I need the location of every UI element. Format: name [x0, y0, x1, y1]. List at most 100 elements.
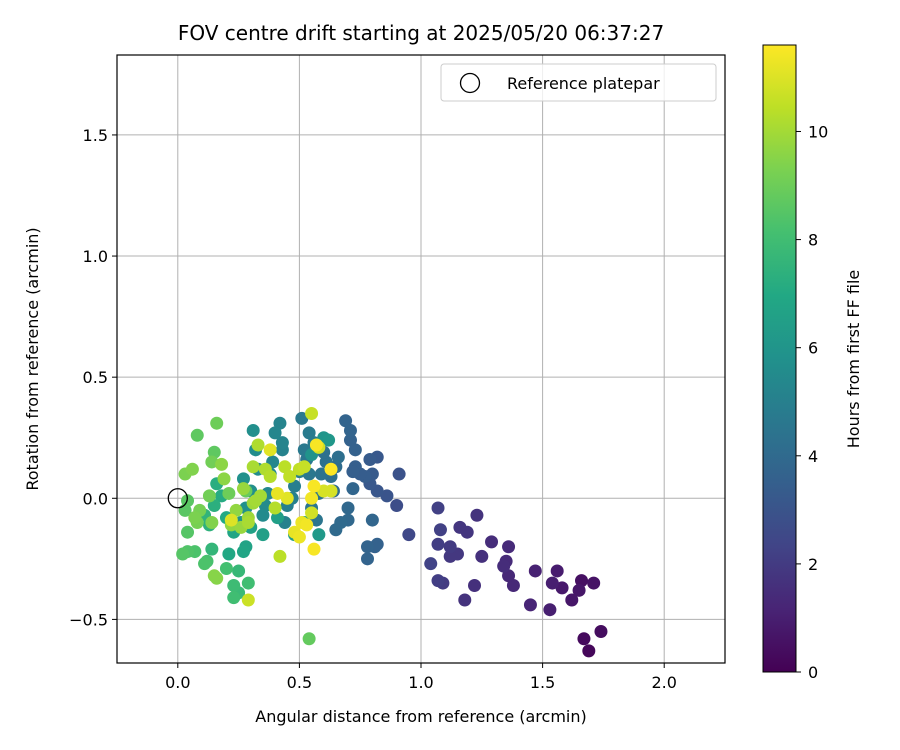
colorbar-gradient: [762, 44, 797, 673]
colorbar-tick-label: 0: [808, 663, 818, 682]
data-point: [431, 501, 445, 515]
data-point: [528, 564, 542, 578]
y-tick-label: 1.5: [83, 126, 108, 145]
legend: Reference platepar: [440, 63, 717, 102]
x-tick-label: 0.0: [165, 673, 190, 692]
x-tick-label: 1.5: [530, 673, 555, 692]
data-point: [343, 423, 357, 437]
data-point: [251, 438, 265, 452]
data-point: [305, 506, 319, 520]
data-point: [582, 644, 596, 658]
data-point: [431, 574, 445, 588]
data-point: [207, 499, 221, 513]
data-point: [309, 438, 323, 452]
data-point: [236, 472, 250, 486]
y-tick-label: −0.5: [69, 610, 108, 629]
x-tick-label: 1.0: [408, 673, 433, 692]
data-point: [283, 469, 297, 483]
data-point: [241, 593, 255, 607]
data-point: [263, 443, 277, 457]
data-point: [360, 552, 374, 566]
colorbar-tick-label: 6: [808, 339, 818, 358]
data-point: [346, 482, 360, 496]
data-point: [555, 581, 569, 595]
legend-marker-reference: [459, 72, 481, 94]
data-point: [256, 528, 270, 542]
legend-label-reference: Reference platepar: [507, 74, 660, 93]
data-point: [246, 460, 260, 474]
data-point: [271, 486, 285, 500]
data-point: [176, 547, 190, 561]
data-point: [331, 450, 345, 464]
data-point: [273, 549, 287, 563]
data-point: [468, 578, 482, 592]
data-point: [305, 491, 319, 505]
data-point: [278, 460, 292, 474]
colorbar-title: Hours from first FF file: [844, 270, 863, 449]
data-point: [502, 569, 516, 583]
data-point: [241, 516, 255, 530]
data-point: [219, 562, 233, 576]
data-point: [572, 583, 586, 597]
data-point: [302, 632, 316, 646]
y-tick-label: 0.5: [83, 368, 108, 387]
colorbar-tick-label: 8: [808, 231, 818, 250]
data-point: [292, 530, 306, 544]
x-tick-label: 0.5: [287, 673, 312, 692]
grid-lines: [117, 55, 725, 663]
data-point: [485, 535, 499, 549]
data-point: [470, 508, 484, 522]
data-point: [424, 557, 438, 571]
data-point: [185, 462, 199, 476]
data-point: [188, 511, 202, 525]
y-tick-label: 1.0: [83, 247, 108, 266]
data-point: [543, 603, 557, 617]
data-point: [205, 542, 219, 556]
data-point: [545, 576, 559, 590]
data-point: [210, 571, 224, 585]
colorbar-tick-label: 10: [808, 122, 828, 141]
colorbar: 0 2 4 6 8 10 Hours from first FF file: [762, 44, 863, 682]
reference-platepar-marker: [167, 488, 188, 509]
data-point: [241, 576, 255, 590]
data-point: [390, 499, 404, 513]
data-point: [402, 528, 416, 542]
data-point: [268, 426, 282, 440]
colorbar-tick-label: 4: [808, 447, 818, 466]
data-point: [224, 513, 238, 527]
data-point: [236, 545, 250, 559]
data-point: [343, 433, 357, 447]
data-point: [263, 469, 277, 483]
axis-ticks: 0.0 0.5 1.0 1.5 2.0 −0.5 0.0 0.5 1.0 1.5: [69, 126, 677, 692]
data-point: [392, 467, 406, 481]
data-point: [288, 479, 302, 493]
chart-title: FOV centre drift starting at 2025/05/20 …: [178, 21, 664, 45]
data-point: [314, 467, 328, 481]
data-point: [312, 528, 326, 542]
data-point: [232, 564, 246, 578]
data-point: [453, 520, 467, 534]
data-point: [253, 489, 267, 503]
data-point: [229, 503, 243, 517]
data-point: [341, 501, 355, 515]
data-point: [307, 542, 321, 556]
data-point: [205, 516, 219, 530]
data-point: [222, 547, 236, 561]
data-point: [246, 423, 260, 437]
data-point: [502, 540, 516, 554]
data-point: [329, 523, 343, 537]
data-point: [297, 460, 311, 474]
data-points: [167, 407, 608, 658]
data-point: [433, 523, 447, 537]
data-point: [190, 428, 204, 442]
data-point: [181, 525, 195, 539]
data-point: [217, 472, 231, 486]
data-point: [550, 564, 564, 578]
data-point: [280, 491, 294, 505]
data-point: [363, 453, 377, 467]
y-axis-title: Rotation from reference (arcmin): [23, 227, 42, 490]
data-point: [475, 549, 489, 563]
data-point: [236, 482, 250, 496]
data-point: [365, 513, 379, 527]
